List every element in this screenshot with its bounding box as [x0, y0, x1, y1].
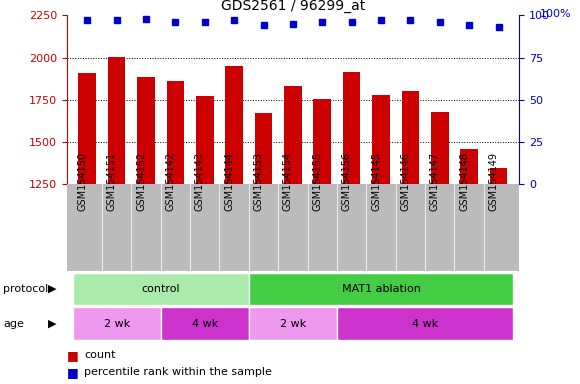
Text: 2 wk: 2 wk [280, 318, 306, 329]
Bar [431, 112, 448, 384]
Text: percentile rank within the sample: percentile rank within the sample [84, 367, 272, 377]
Bar [196, 96, 213, 384]
Y-axis label: 100%: 100% [539, 8, 571, 18]
Text: MAT1 ablation: MAT1 ablation [342, 284, 420, 294]
Text: ■: ■ [67, 366, 78, 379]
Text: 4 wk: 4 wk [412, 318, 438, 329]
Bar [226, 66, 243, 384]
Bar [372, 95, 390, 384]
Bar [108, 57, 125, 384]
Bar [313, 99, 331, 384]
Bar [78, 73, 96, 384]
Text: age: age [3, 318, 24, 329]
Text: ■: ■ [67, 349, 78, 362]
Text: 2 wk: 2 wk [103, 318, 130, 329]
Text: ▶: ▶ [48, 284, 56, 294]
Bar [137, 77, 155, 384]
Bar [284, 86, 302, 384]
Text: count: count [84, 350, 115, 360]
Bar [255, 113, 273, 384]
Bar [490, 168, 508, 384]
Text: ▶: ▶ [48, 318, 56, 329]
Bar [401, 91, 419, 384]
Title: GDS2561 / 96299_at: GDS2561 / 96299_at [221, 0, 365, 13]
Text: 4 wk: 4 wk [191, 318, 218, 329]
Bar [166, 81, 184, 384]
Bar [343, 72, 360, 384]
Text: control: control [142, 284, 180, 294]
Text: protocol: protocol [3, 284, 48, 294]
Bar [461, 149, 478, 384]
